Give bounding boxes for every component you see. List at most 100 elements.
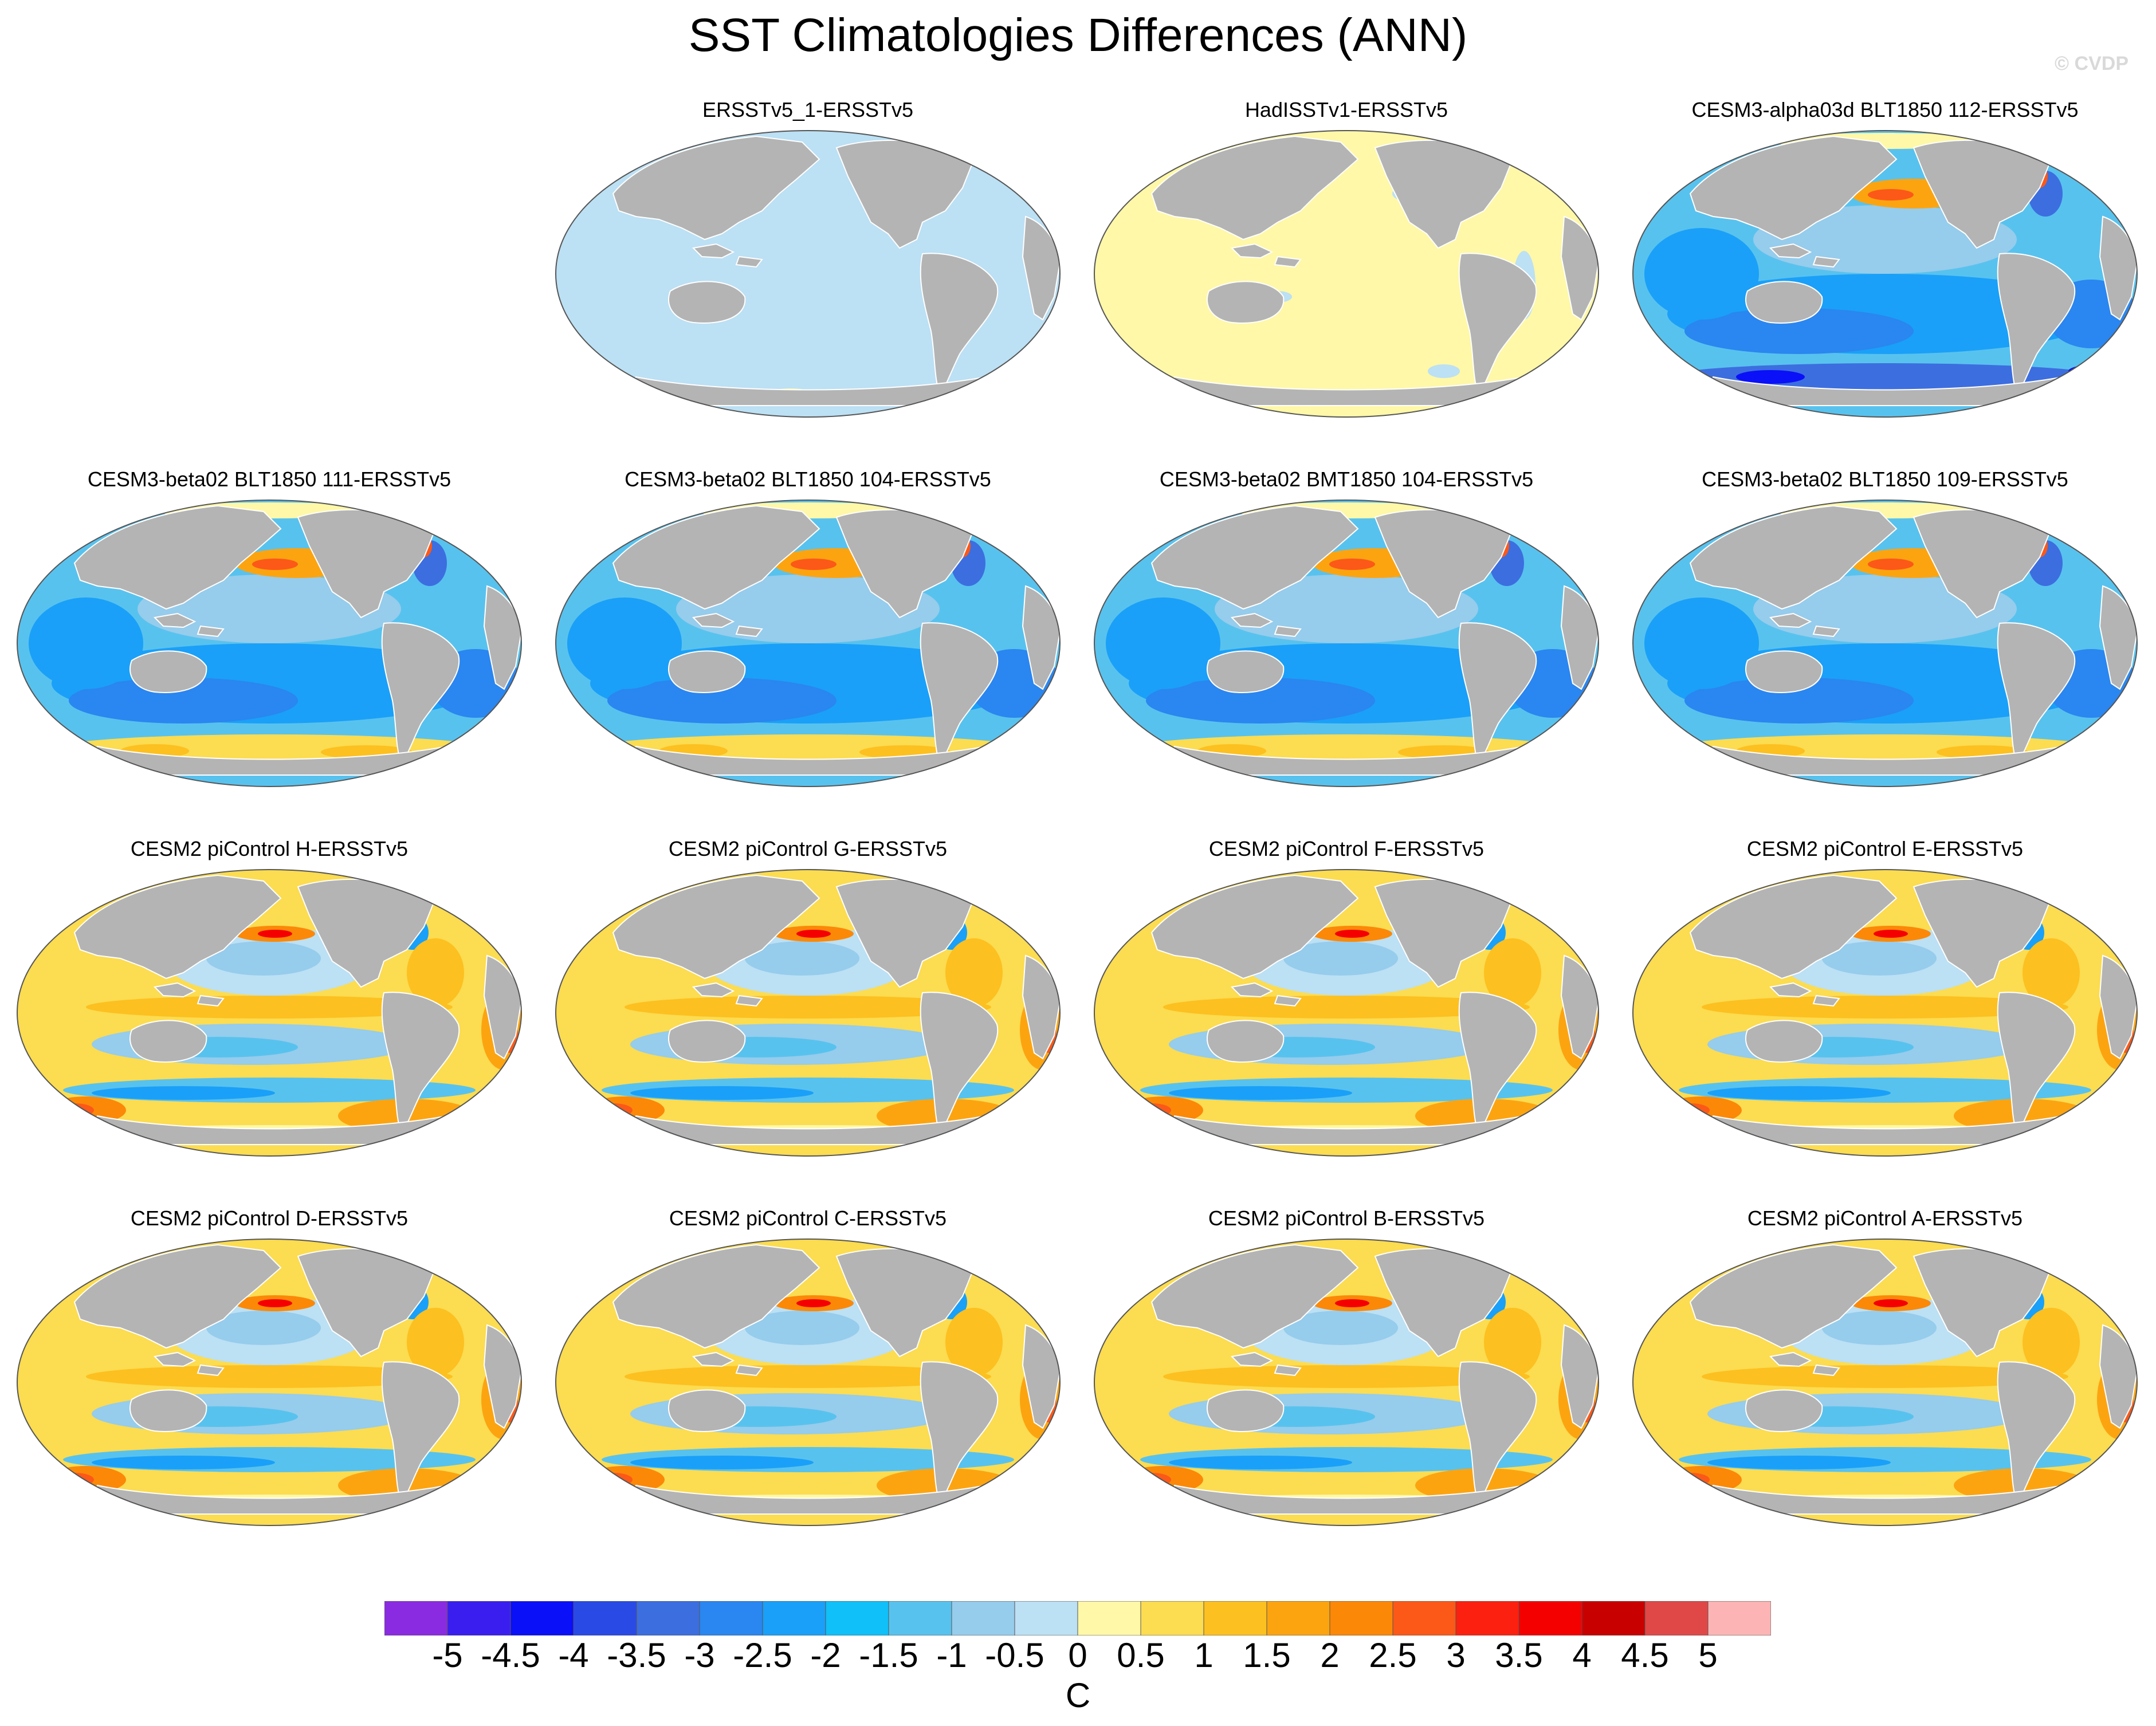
land-mask bbox=[73, 505, 521, 776]
colorbar-tick-label: -1.5 bbox=[859, 1636, 918, 1674]
map-panel: CESM2 piControl A-ERSSTv5 bbox=[1627, 1206, 2143, 1532]
land-mask bbox=[612, 874, 1060, 1145]
panel-title: CESM3-beta02 BLT1850 104-ERSSTv5 bbox=[625, 467, 991, 491]
map-panel: HadISSTv1-ERSSTv5 bbox=[1089, 97, 1604, 424]
map-outline bbox=[1632, 500, 2138, 787]
landmass-antarctica bbox=[623, 1484, 998, 1515]
map-outline bbox=[1094, 500, 1599, 787]
landmass-greenland bbox=[985, 510, 1018, 542]
landmass-antarctica bbox=[623, 1115, 998, 1145]
landmass-asia bbox=[612, 1244, 820, 1349]
landmass-samerica bbox=[1458, 253, 1537, 395]
landmass-australia bbox=[667, 281, 746, 324]
landmass-antarctica bbox=[1162, 1484, 1537, 1515]
landmass-maritime bbox=[1230, 1351, 1302, 1377]
landmass-greenland bbox=[2062, 141, 2095, 173]
robinson-map bbox=[17, 1239, 522, 1526]
landmass-australia bbox=[1745, 281, 1823, 324]
panel-title: CESM3-beta02 BLT1850 109-ERSSTv5 bbox=[1702, 467, 2068, 491]
map-outline bbox=[17, 1239, 522, 1526]
colorbar-tick-label: 4.5 bbox=[1621, 1636, 1669, 1674]
colorbar-bin bbox=[888, 1601, 952, 1635]
map-outline bbox=[555, 130, 1061, 418]
panel-title: CESM2 piControl D-ERSSTv5 bbox=[130, 1206, 409, 1230]
landmass-australia bbox=[1745, 650, 1823, 693]
colorbar-bin bbox=[1392, 1601, 1456, 1635]
landmass-greenland bbox=[1523, 510, 1557, 542]
panel-title: CESM3-alpha03d BLT1850 112-ERSSTv5 bbox=[1691, 98, 2079, 121]
colorbar-tick-label: -0.5 bbox=[985, 1636, 1044, 1674]
robinson-map bbox=[1632, 500, 2138, 787]
colorbar-tick-label: -3.5 bbox=[607, 1636, 666, 1674]
panel-title: CESM3-beta02 BMT1850 104-ERSSTv5 bbox=[1159, 467, 1534, 491]
landmass-australia bbox=[129, 1020, 207, 1063]
landmass-australia bbox=[1745, 1389, 1823, 1432]
ocean-field bbox=[556, 500, 1060, 787]
landmass-greenland bbox=[1523, 880, 1557, 912]
map-outline bbox=[1632, 869, 2138, 1157]
land-mask bbox=[1689, 1244, 2137, 1515]
landmass-antarctica bbox=[623, 745, 998, 776]
map-outline bbox=[1632, 1239, 2138, 1526]
panel-title: CESM2 piControl G-ERSSTv5 bbox=[668, 837, 948, 860]
land-mask bbox=[1689, 505, 2137, 776]
landmass-australia bbox=[129, 650, 207, 693]
colorbar-labels: -5 -4.5 -4 -3.5 -3 -2.5 -2 -1.5 -1 -0.5 0 0.5 1 1.5 2 2… bbox=[0, 1635, 2156, 1681]
landmass-maritime bbox=[1769, 612, 1840, 638]
landmass-asia bbox=[1150, 505, 1359, 610]
landmass-samerica bbox=[920, 253, 999, 395]
colorbar-bin bbox=[1077, 1601, 1141, 1635]
landmass-maritime bbox=[692, 1351, 763, 1377]
landmass-antarctica bbox=[1162, 376, 1537, 406]
colorbar-tick-label: -4.5 bbox=[481, 1636, 540, 1674]
colorbar-bin bbox=[1140, 1601, 1204, 1635]
panel-title: CESM2 piControl E-ERSSTv5 bbox=[1746, 837, 2024, 860]
colorbar-bin bbox=[699, 1601, 763, 1635]
colorbar-bin bbox=[825, 1601, 889, 1635]
landmass-australia bbox=[1206, 1389, 1285, 1432]
landmass-maritime bbox=[153, 982, 225, 1007]
figure-title: SST Climatologies Differences (ANN) bbox=[688, 9, 1468, 61]
landmass-samerica bbox=[1458, 1361, 1537, 1504]
colorbar-units: C bbox=[1065, 1676, 1091, 1715]
ocean-field bbox=[17, 500, 521, 787]
landmass-antarctica bbox=[85, 745, 460, 776]
map-panel: CESM3-alpha03d BLT1850 112-ERSSTv5 bbox=[1627, 97, 2143, 424]
landmass-maritime bbox=[1230, 243, 1302, 268]
landmass-samerica bbox=[920, 1361, 999, 1504]
landmass-antarctica bbox=[1162, 1115, 1537, 1145]
colorbar-tick-label: -4 bbox=[558, 1636, 589, 1674]
colorbar-tick-label: -5 bbox=[432, 1636, 463, 1674]
map-panel: CESM3-beta02 BLT1850 104-ERSSTv5 bbox=[550, 467, 1066, 793]
robinson-map bbox=[1094, 1239, 1599, 1526]
map-outline bbox=[1094, 869, 1599, 1157]
colorbar-bin bbox=[447, 1601, 511, 1635]
land-mask bbox=[73, 874, 521, 1145]
watermark: © CVDP bbox=[2055, 53, 2128, 74]
landmass-samerica bbox=[381, 992, 460, 1134]
colorbar-bin bbox=[384, 1601, 448, 1635]
landmass-maritime bbox=[1769, 982, 1840, 1007]
land-mask bbox=[612, 1244, 1060, 1515]
map-outline bbox=[1632, 130, 2138, 418]
ocean-field bbox=[1094, 500, 1599, 787]
colorbar-tick-label: 0.5 bbox=[1117, 1636, 1165, 1674]
ocean-field bbox=[556, 870, 1060, 1156]
panel-title: CESM2 piControl B-ERSSTv5 bbox=[1208, 1206, 1485, 1230]
robinson-map bbox=[1632, 1239, 2138, 1526]
colorbar-bin bbox=[636, 1601, 700, 1635]
panel-title: HadISSTv1-ERSSTv5 bbox=[1244, 98, 1448, 121]
robinson-map bbox=[555, 1239, 1061, 1526]
panel-title: CESM2 piControl H-ERSSTv5 bbox=[130, 837, 409, 860]
colorbar-bin bbox=[1707, 1601, 1771, 1635]
map-outline bbox=[17, 500, 522, 787]
landmass-antarctica bbox=[1701, 1484, 2075, 1515]
colorbar-bin bbox=[1266, 1601, 1330, 1635]
colorbar-tick-label: -1 bbox=[936, 1636, 967, 1674]
map-outline bbox=[17, 869, 522, 1157]
landmass-maritime bbox=[1230, 612, 1302, 638]
landmass-samerica bbox=[1458, 992, 1537, 1134]
landmass-australia bbox=[1206, 281, 1285, 324]
landmass-asia bbox=[1689, 505, 1898, 610]
landmass-asia bbox=[1150, 135, 1359, 241]
